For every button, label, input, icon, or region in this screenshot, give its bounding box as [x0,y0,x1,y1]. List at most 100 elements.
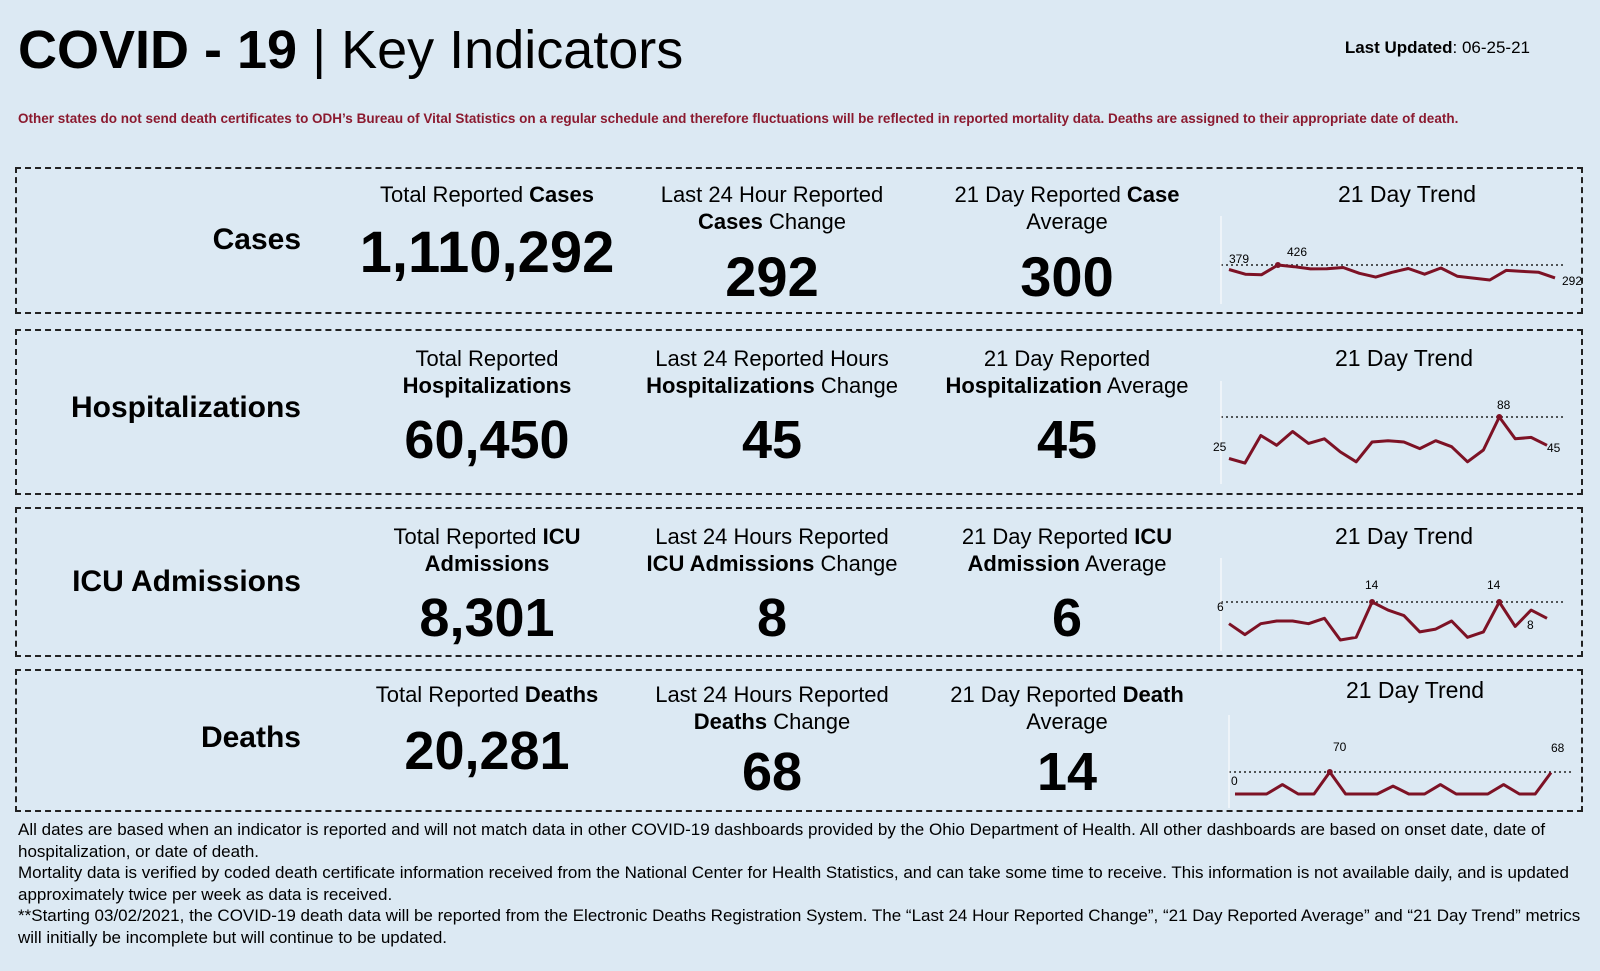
cases-total-label-a: Total Reported [379,182,530,207]
hosp-row-label: Hospitalizations [70,391,301,424]
title-rest: | Key Indicators [297,20,684,80]
cases-total-value: 1,110,292 [359,220,615,285]
deaths-average: 21 Day Reported Death Average 14 [917,681,1217,799]
icu-trend-peak2-label: 14 [1487,578,1501,592]
icu-avg-value: 6 [1051,588,1083,648]
cases-row-label: Cases [212,223,301,256]
icu-change-label-b: ICU Admissions [646,551,815,576]
deaths-avg-label-b: Death [1122,682,1184,707]
trend-series-line [1235,770,1553,796]
hosp-trend-title: 21 Day Trend [1334,345,1474,371]
page-title: COVID - 19 | Key Indicators [18,18,683,82]
icu-total-label-b: ICU [542,524,581,549]
trend-point [1496,414,1503,420]
cases-avg-label-a: 21 Day Reported [954,182,1127,207]
deaths-change-label-b: Deaths [693,709,768,734]
trend-point [1369,599,1376,605]
deaths-trend-end-label: 68 [1551,741,1565,755]
last-updated-value: : 06-25-21 [1452,38,1531,57]
cases-panel: Cases Total Reported Cases 1,110,292 Las… [15,167,1583,314]
icu-change-label-a: Last 24 Hours Reported [655,524,889,549]
trend-point [1274,262,1281,268]
icu-change-label-c: Change [814,551,898,576]
icu-trend-start-label: 6 [1217,600,1224,614]
trend-point [1326,769,1333,775]
icu-avg-label-c: Admission [967,551,1080,576]
hosp-total-label-b: Hospitalizations [402,373,572,398]
deaths-total-value: 20,281 [404,721,570,781]
icu-change-value: 8 [756,588,788,648]
hosp-change-label-c: Change [814,373,898,398]
icu-trend-title: 21 Day Trend [1334,523,1474,549]
cases-trend-peak-label: 426 [1287,245,1307,259]
deaths-trend-peak-label: 70 [1333,740,1347,754]
cases-avg-label-b: Case [1126,182,1180,207]
cases-change-label-a: Last 24 Hour Reported [660,182,884,207]
cases-avg-value: 300 [1020,245,1114,308]
hospitalizations-panel: Hospitalizations Total Reported Hospitali… [15,329,1583,495]
page-header: COVID - 19 | Key Indicators Last Updated… [18,18,1578,88]
hosp-total-value: 60,450 [404,410,570,470]
hosp-avg-value: 45 [1036,410,1098,470]
hosp-change-value: 45 [741,410,803,470]
hosp-trend-end-label: 45 [1547,441,1561,455]
footer-notes: All dates are based when an indicator is… [18,819,1588,948]
mortality-notice: Other states do not send death certifica… [18,111,1459,126]
deaths-total-label-a: Total Reported [375,682,525,707]
deaths-total: Total Reported Deaths 20,281 [337,681,637,778]
icu-total-label-c: Admissions [424,551,550,576]
hosp-average: 21 Day Reported Hospitalization Average 4… [917,345,1217,467]
cases-change-label-c: Change [762,209,847,234]
icu-trend-peak1-label: 14 [1365,578,1379,592]
icu-avg-label-b: ICU [1134,524,1173,549]
deaths-change: Last 24 Hours Reported Deaths Change 68 [617,681,927,799]
deaths-trend-start-label: 0 [1231,774,1238,788]
cases-average: 21 Day Reported Case Average 300 [917,181,1217,305]
last-updated: Last Updated: 06-25-21 [1345,38,1530,58]
cases-total-label-b: Cases [529,182,595,207]
cases-trend-chart: 379 426 292 [1220,216,1582,304]
hosp-avg-label-a: 21 Day Reported [983,346,1151,371]
deaths-trend-chart: 0 70 68 [1228,715,1573,808]
title-bold: COVID - 19 [18,20,298,80]
cases-avg-label-c: Average [1026,209,1108,234]
last-updated-label: Last Updated [1344,38,1453,57]
cases-change-value: 292 [725,245,819,308]
deaths-change-value: 68 [741,742,803,802]
hosp-avg-label-b: Hospitalization [945,373,1102,398]
footer-note-edrs: **Starting 03/02/2021, the COVID-19 deat… [18,906,1581,947]
deaths-avg-value: 14 [1036,742,1098,802]
deaths-total-label-b: Deaths [524,682,599,707]
footer-note-dates: All dates are based when an indicator is… [18,820,1546,861]
deaths-change-label-a: Last 24 Hours Reported [655,682,889,707]
deaths-row-label: Deaths [200,721,301,754]
icu-total: Total Reported ICU Admissions 8,301 [337,523,637,645]
hosp-change-label-b: Hospitalizations [646,373,815,398]
cases-trend-end-label: 292 [1562,274,1582,288]
deaths-avg-label-a: 21 Day Reported [950,682,1123,707]
hosp-trend-peak-label: 88 [1497,398,1511,412]
trend-point [1496,599,1503,605]
hosp-change-label-a: Last 24 Reported Hours [655,346,889,371]
cases-trend-start-label: 379 [1229,252,1249,266]
cases-trend-title: 21 Day Trend [1337,181,1477,207]
hosp-trend-chart: 25 88 45 [1213,381,1565,484]
hosp-change: Last 24 Reported Hours Hospitalizations C… [617,345,927,467]
icu-change: Last 24 Hours Reported ICU Admissions Cha… [617,523,927,645]
hosp-total-label-a: Total Reported [415,346,559,371]
icu-total-value: 8,301 [419,588,555,648]
icu-average: 21 Day Reported ICU Admission Average 6 [917,523,1217,645]
icu-avg-label-d: Average [1080,551,1167,576]
hosp-trend-start-label: 25 [1213,440,1227,454]
icu-panel: ICU Admissions Total Reported ICU Admissi… [15,507,1583,657]
deaths-change-label-c: Change [767,709,851,734]
trend-series-line [1228,415,1548,465]
icu-total-label-a: Total Reported [393,524,543,549]
deaths-trend-title: 21 Day Trend [1345,677,1485,703]
cases-change-label-b: Cases [697,209,763,234]
icu-row-label: ICU Admissions [72,565,301,598]
hosp-avg-label-c: Average [1102,373,1189,398]
hosp-total: Total Reported Hospitalizations 60,450 [337,345,637,467]
icu-trend-end-label: 8 [1527,618,1534,632]
cases-change: Last 24 Hour Reported Cases Change 292 [617,181,927,305]
